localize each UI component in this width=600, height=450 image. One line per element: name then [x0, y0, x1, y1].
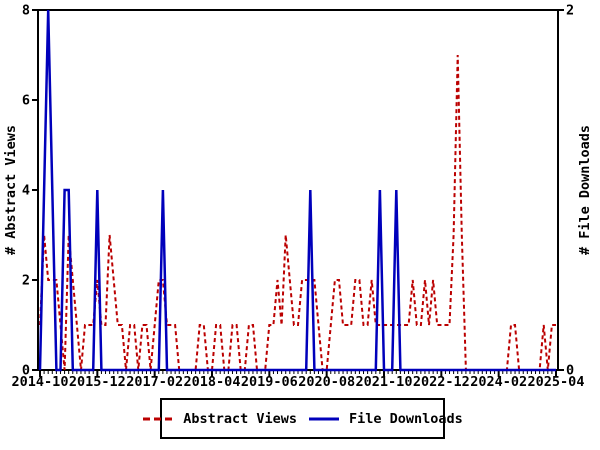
- left-axis-title: # Abstract Views: [3, 125, 19, 255]
- y-right-tick-label: 0: [566, 363, 574, 379]
- chart-legend: Abstract Views File Downloads: [143, 398, 463, 439]
- file-downloads-line: [38, 9, 556, 372]
- legend-label-abstract-views: Abstract Views: [183, 410, 297, 427]
- x-tick-label: 2019-06: [241, 374, 298, 390]
- y-left-tick-label: 6: [22, 93, 30, 109]
- legend-item-abstract-views: Abstract Views: [142, 411, 297, 427]
- abstract-views-line: [39, 54, 556, 371]
- y-left-tick-label: 4: [22, 183, 30, 199]
- x-tick-label: 2021-10: [356, 374, 413, 390]
- y-right-tick-label: 2: [566, 3, 574, 19]
- legend-label-file-downloads: File Downloads: [349, 410, 463, 427]
- legend-item-file-downloads: File Downloads: [308, 411, 463, 427]
- x-tick-label: 2025-04: [528, 374, 585, 390]
- right-axis-title: # File Downloads: [577, 125, 593, 255]
- y-left-tick-label: 2: [22, 273, 30, 289]
- x-tick-label: 2015-12: [69, 374, 126, 390]
- dashed-line-icon: [143, 417, 174, 420]
- plot-generated-content: 0 2 4 6 8 0 2 2014-10 2015-12 2017-02 2018-04 2019-…: [12, 3, 585, 391]
- x-tick-label: 2020-08: [298, 374, 355, 390]
- x-tick-label: 2017-02: [126, 374, 183, 390]
- x-tick-label: 2022-12: [413, 374, 470, 390]
- y-left-tick-label: 0: [22, 363, 30, 379]
- x-tick-label: 2014-10: [12, 374, 69, 390]
- y-left-tick-label: 8: [22, 3, 30, 19]
- x-tick-label: 2018-04: [184, 374, 241, 390]
- x-tick-label: 2024-02: [470, 374, 527, 390]
- solid-line-icon: [309, 417, 339, 420]
